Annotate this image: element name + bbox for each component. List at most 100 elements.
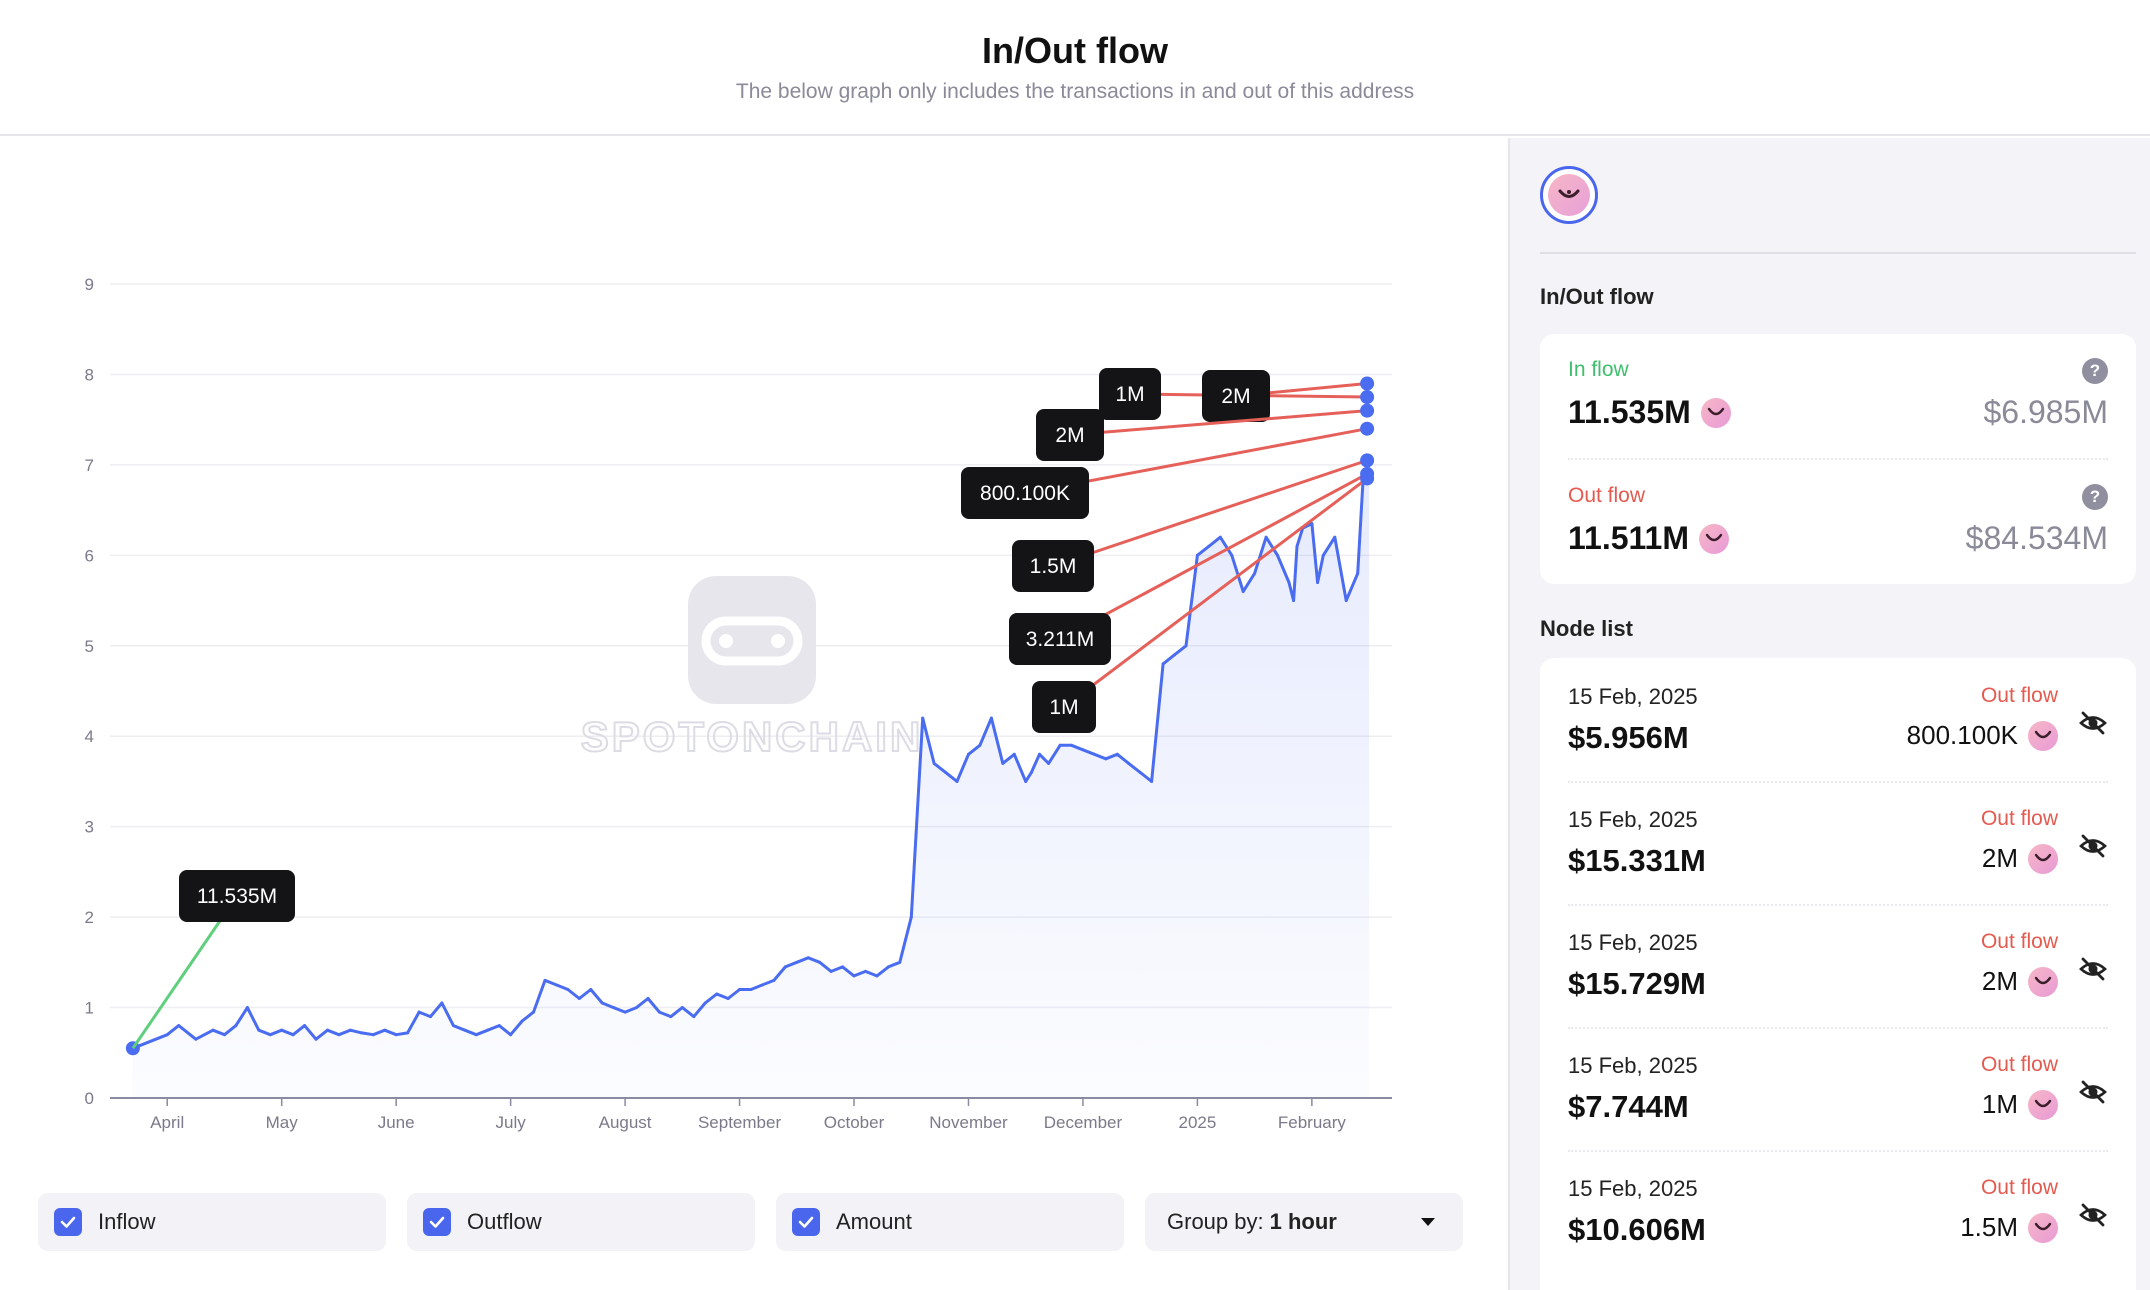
outflow-label: Out flow — [1568, 484, 1646, 507]
annotation-box — [179, 870, 295, 922]
outflow-toggle[interactable]: Outflow — [407, 1193, 755, 1251]
y-tick-label: 0 — [85, 1089, 94, 1108]
checkbox-checked-icon[interactable] — [792, 1208, 820, 1236]
data-point — [325, 1028, 329, 1032]
token-icon — [2028, 966, 2058, 997]
node-list-item[interactable]: 15 Feb, 2025 $7.744M Out flow 1M — [1568, 1027, 2108, 1151]
amount-toggle[interactable]: Amount — [776, 1193, 1124, 1251]
data-point — [1184, 644, 1188, 648]
y-tick-label: 3 — [85, 818, 94, 837]
watermark-text: SPOTONCHAIN — [581, 713, 924, 760]
data-point — [657, 1010, 661, 1014]
data-point — [875, 974, 879, 978]
annotation-outflow: 1.5M — [1012, 453, 1375, 592]
x-tick-label: September — [698, 1113, 781, 1132]
eye-off-icon[interactable] — [2078, 708, 2108, 738]
annotation-label: 11.535M — [197, 885, 277, 908]
data-point — [589, 987, 593, 991]
y-tick-label: 9 — [85, 275, 94, 294]
node-list-item[interactable]: 15 Feb, 2025 $15.331M Out flow 2M — [1568, 781, 2108, 905]
data-point — [406, 1031, 410, 1035]
data-point — [1356, 571, 1360, 575]
data-point — [303, 1024, 307, 1028]
data-point — [245, 1006, 249, 1010]
token-icon — [2028, 843, 2058, 874]
divider — [1568, 904, 2108, 906]
outflow-point — [1360, 471, 1375, 486]
sidebar: In/Out flow In flow ? 11.535M $6.985M Ou… — [1508, 138, 2150, 1290]
data-point — [211, 1028, 215, 1032]
outflow-point — [1360, 376, 1375, 391]
data-point — [520, 1019, 524, 1023]
data-point — [612, 1006, 616, 1010]
data-point — [371, 1033, 375, 1037]
data-point — [783, 965, 787, 969]
annotation-box — [961, 467, 1089, 519]
data-point — [348, 1028, 352, 1032]
data-point — [474, 1033, 478, 1037]
checkbox-checked-icon[interactable] — [54, 1208, 82, 1236]
data-point — [978, 743, 982, 747]
flow-summary-card: In flow ? 11.535M $6.985M Out flow ? 11.… — [1540, 334, 2136, 584]
data-point — [966, 752, 970, 756]
data-point — [715, 992, 719, 996]
annotation-box — [1202, 370, 1270, 422]
eye-off-icon[interactable] — [2078, 954, 2108, 984]
annotation-connector — [1059, 472, 1368, 641]
data-point — [1195, 553, 1199, 557]
data-point — [806, 956, 810, 960]
eye-off-icon[interactable] — [2078, 1077, 2108, 1107]
node-list-item[interactable]: 15 Feb, 2025 $15.729M Out flow 2M — [1568, 904, 2108, 1028]
page-subtitle: The below graph only includes the transa… — [735, 80, 1415, 103]
data-point — [749, 987, 753, 991]
node-list-item[interactable]: 15 Feb, 2025 $5.956M Out flow 800.100K — [1568, 658, 2108, 782]
node-list: 15 Feb, 2025 $5.956M Out flow 800.100K 15 Fe… — [1540, 658, 2136, 1290]
node-date: 15 Feb, 2025 — [1568, 1053, 1698, 1078]
token-icon — [1699, 523, 1729, 554]
data-point — [1321, 553, 1325, 557]
data-point — [1058, 743, 1062, 747]
annotation-connector — [1052, 458, 1368, 568]
outflow-row: Out flow ? 11.511M $84.534M — [1568, 484, 2108, 574]
annotation-box — [1009, 613, 1111, 665]
eye-off-icon[interactable] — [2078, 831, 2108, 861]
chart-controls: Inflow Outflow Amount Group by: 1 hour — [38, 1193, 1468, 1251]
x-tick-label: June — [378, 1113, 415, 1132]
checkbox-checked-icon[interactable] — [423, 1208, 451, 1236]
annotation-label: 2M — [1221, 385, 1250, 408]
data-point — [703, 1001, 707, 1005]
divider — [1568, 781, 2108, 783]
annotation-inflow: 11.535M — [131, 870, 295, 1050]
x-tick-label: August — [599, 1113, 652, 1132]
x-tick-label: April — [150, 1113, 184, 1132]
eye-off-icon[interactable] — [2078, 1200, 2108, 1230]
data-point — [194, 1037, 198, 1041]
data-point — [635, 1006, 639, 1010]
data-point — [1047, 761, 1051, 765]
data-point — [646, 997, 650, 1001]
token-icon — [2028, 1212, 2058, 1243]
node-list-item[interactable]: 15 Feb, 2025 $10.606M Out flow 1.5M — [1568, 1150, 2108, 1274]
data-point — [841, 965, 845, 969]
y-tick-label: 8 — [85, 365, 94, 384]
help-icon[interactable]: ? — [2082, 484, 2108, 510]
node-date: 15 Feb, 2025 — [1568, 930, 1698, 955]
annotation-label: 1M — [1049, 696, 1078, 719]
data-point — [669, 1015, 673, 1019]
data-point — [440, 1001, 444, 1005]
y-tick-label: 5 — [85, 637, 94, 656]
help-icon[interactable]: ? — [2082, 358, 2108, 384]
inflow-toggle[interactable]: Inflow — [38, 1193, 386, 1251]
data-point — [932, 761, 936, 765]
data-point — [257, 1028, 261, 1032]
avatar[interactable] — [1540, 166, 1598, 224]
group-by-select[interactable]: Group by: 1 hour — [1145, 1193, 1463, 1251]
data-point — [1316, 580, 1320, 584]
data-point — [1092, 752, 1096, 756]
flow-chart[interactable]: SPOTONCHAIN 0 1 2 3 4 5 6 7 8 9 April May June July Au… — [0, 138, 1508, 1178]
data-point — [360, 1031, 364, 1035]
data-point — [818, 960, 822, 964]
node-amount-value: 2M — [1981, 966, 2018, 996]
data-point — [760, 983, 764, 987]
data-point — [314, 1037, 318, 1041]
